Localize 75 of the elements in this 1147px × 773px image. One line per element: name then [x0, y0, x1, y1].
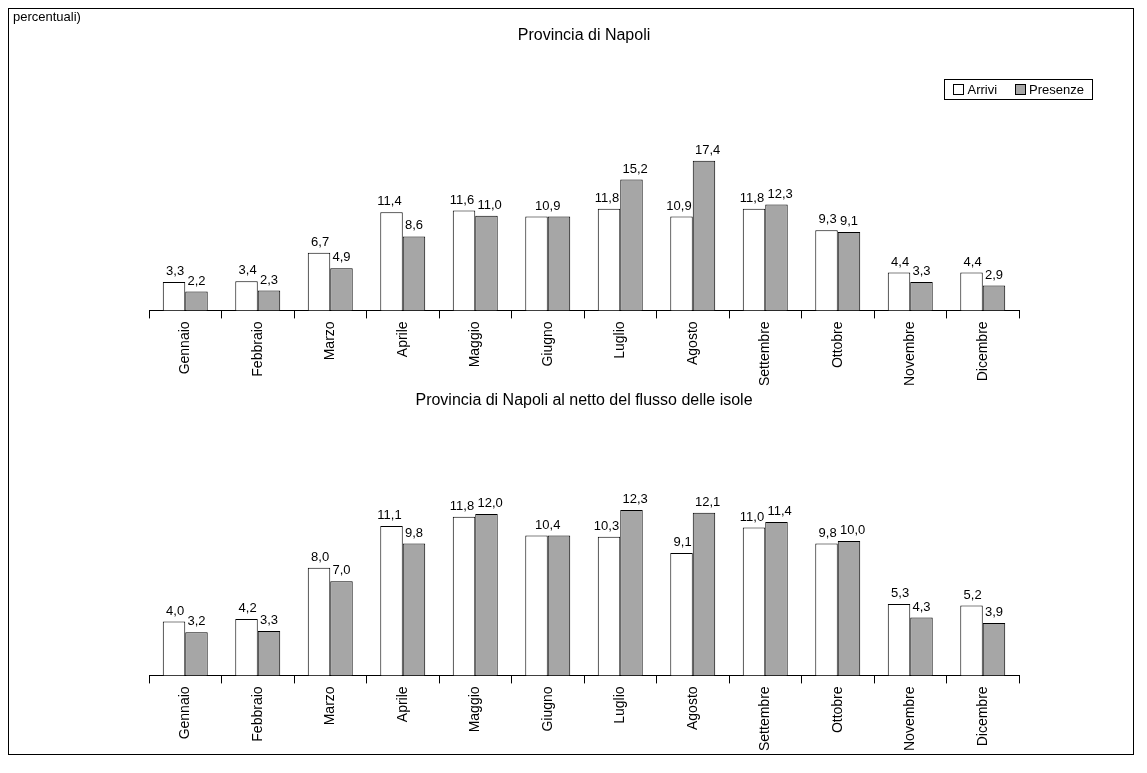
- data-label: 9,8: [405, 524, 424, 540]
- data-label: 4,0: [166, 602, 185, 618]
- x-tick-label: Agosto: [683, 686, 700, 731]
- x-tick-label: Giugno: [538, 321, 555, 367]
- data-label: 11,0: [477, 196, 502, 212]
- text: percentuali): [12, 9, 82, 24]
- data-label: 10,4: [535, 516, 561, 532]
- x-tick-label: Febbraio: [248, 686, 265, 742]
- data-label: 6,7: [311, 233, 330, 249]
- data-label: 12,1: [695, 493, 721, 509]
- data-label: 3,3: [912, 263, 931, 279]
- data-label: 8,6: [405, 217, 424, 233]
- x-tick-label: Febbraio: [248, 321, 265, 377]
- x-tick-label: Ottobre: [828, 686, 845, 734]
- x-tick-label: Gennaio: [176, 686, 193, 740]
- x-tick-label: Maggio: [466, 686, 483, 733]
- data-label: 11,8: [594, 189, 620, 205]
- x-tick-label: Aprile: [393, 686, 410, 723]
- x-tick-label: Luglio: [611, 686, 628, 724]
- data-label: 9,1: [673, 534, 692, 550]
- data-label: 7,0: [332, 562, 351, 578]
- data-label: 9,3: [818, 211, 837, 227]
- x-tick-label: Luglio: [611, 321, 628, 359]
- data-label: 2,9: [985, 266, 1004, 282]
- data-label: 11,8: [449, 497, 475, 513]
- data-label: 3,2: [187, 613, 206, 629]
- data-label: 3,3: [166, 263, 185, 279]
- x-tick-label: Agosto: [683, 321, 700, 366]
- data-label: 2,2: [187, 272, 206, 288]
- x-tick-label: Aprile: [393, 321, 410, 358]
- x-tick-label: Novembre: [901, 686, 918, 752]
- data-label: 12,3: [767, 185, 793, 201]
- x-tick-label: Dicembre: [973, 686, 990, 747]
- data-label: 12,0: [477, 495, 503, 511]
- data-label: 12,3: [622, 491, 648, 507]
- x-tick-label: Marzo: [321, 686, 338, 726]
- data-label: 4,9: [332, 249, 351, 265]
- data-label: 4,4: [963, 253, 982, 269]
- data-label: 9,8: [818, 524, 837, 540]
- data-label: 10,9: [666, 197, 692, 213]
- x-tick-label: Dicembre: [973, 321, 990, 382]
- x-tick-label: Giugno: [538, 686, 555, 732]
- data-label: 10,0: [840, 521, 866, 537]
- x-tick-label: Ottobre: [828, 321, 845, 369]
- x-tick-label: Settembre: [756, 686, 773, 752]
- chart-title: Provincia di Napoli al netto del flusso delle isole: [415, 391, 753, 409]
- data-label: 10,9: [535, 197, 561, 213]
- data-label: 5,3: [891, 585, 910, 601]
- data-label: 11,6: [449, 191, 475, 207]
- data-label: 3,3: [260, 612, 279, 628]
- data-label: 11,4: [767, 503, 792, 519]
- data-label: 4,4: [891, 253, 910, 269]
- data-label: 10,3: [593, 517, 620, 533]
- data-label: 11,0: [739, 508, 765, 524]
- data-label: 11,8: [739, 189, 765, 205]
- data-label: 2,3: [260, 271, 279, 287]
- data-label: 11,4: [377, 193, 402, 209]
- legend-label: Presenze: [1029, 82, 1084, 97]
- x-tick-label: Settembre: [756, 321, 773, 387]
- text: Arrivi: [967, 82, 998, 97]
- x-tick-label: Marzo: [321, 321, 338, 361]
- x-tick-label: Gennaio: [176, 321, 193, 375]
- data-label: 8,0: [311, 548, 330, 564]
- x-tick-label: Novembre: [901, 321, 918, 387]
- chart-title: Provincia di Napoli: [517, 26, 651, 44]
- data-label: 17,4: [695, 141, 721, 157]
- data-label: 15,2: [622, 160, 648, 176]
- data-label: 3,4: [238, 262, 257, 278]
- data-label: 4,2: [238, 600, 257, 615]
- x-tick-label: Maggio: [466, 321, 483, 368]
- data-label: 11,1: [377, 507, 402, 523]
- data-label: 4,3: [912, 598, 931, 614]
- data-label: 3,9: [985, 604, 1004, 620]
- data-label: 5,2: [963, 586, 982, 602]
- data-label: 9,1: [840, 213, 859, 229]
